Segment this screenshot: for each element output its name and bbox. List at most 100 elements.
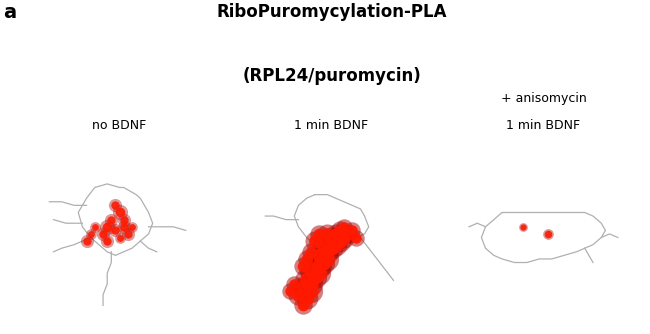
Point	[302, 278, 312, 283]
Point	[114, 235, 125, 240]
Point	[302, 256, 312, 262]
Point	[322, 256, 333, 262]
Point	[123, 231, 133, 236]
Point	[335, 228, 345, 233]
Point	[326, 235, 337, 240]
Point	[114, 210, 125, 215]
Point	[114, 235, 125, 240]
Point	[306, 267, 316, 272]
Point	[293, 292, 304, 297]
Point	[306, 249, 316, 255]
Point	[310, 274, 320, 280]
Point	[293, 292, 304, 297]
Point	[81, 238, 92, 244]
Point	[310, 274, 320, 280]
Point	[351, 235, 361, 240]
Point	[310, 238, 320, 244]
Point	[123, 231, 133, 236]
Point	[302, 256, 312, 262]
Text: no BDNF: no BDNF	[92, 119, 147, 132]
Point	[318, 242, 328, 247]
Point	[322, 231, 333, 236]
Point	[517, 224, 528, 229]
Point	[297, 303, 307, 308]
Point	[322, 249, 333, 255]
Point	[106, 217, 116, 222]
Point	[314, 264, 324, 269]
Point	[542, 231, 552, 236]
Point	[326, 245, 337, 251]
Point	[302, 296, 312, 301]
Point	[306, 281, 316, 287]
Text: 5μm: 5μm	[590, 299, 616, 309]
Point	[285, 289, 295, 294]
Point	[297, 264, 307, 269]
Point	[297, 285, 307, 290]
Point	[314, 264, 324, 269]
Point	[347, 228, 358, 233]
Point	[118, 217, 129, 222]
Point	[102, 224, 112, 229]
Point	[118, 224, 129, 229]
Point	[111, 203, 121, 208]
Point	[114, 210, 125, 215]
Point	[98, 231, 109, 236]
Point	[297, 303, 307, 308]
Point	[517, 224, 528, 229]
Point	[542, 231, 552, 236]
Point	[306, 289, 316, 294]
Text: 1 min BDNF: 1 min BDNF	[506, 119, 580, 132]
Point	[111, 228, 121, 233]
Point	[339, 235, 349, 240]
Point	[81, 238, 92, 244]
Point	[90, 224, 100, 229]
Point	[85, 231, 96, 236]
Point	[326, 245, 337, 251]
Point	[322, 249, 333, 255]
Point	[335, 238, 345, 244]
Point	[289, 281, 300, 287]
Point	[343, 231, 353, 236]
Point	[285, 289, 295, 294]
Point	[343, 231, 353, 236]
Point	[330, 242, 341, 247]
Point	[330, 231, 341, 236]
Point	[314, 231, 324, 236]
Point	[297, 264, 307, 269]
Point	[102, 224, 112, 229]
Point	[302, 278, 312, 283]
Point	[90, 224, 100, 229]
Point	[297, 285, 307, 290]
Point	[106, 217, 116, 222]
Point	[318, 260, 328, 265]
Point	[351, 235, 361, 240]
Text: + anisomycin: + anisomycin	[500, 92, 586, 105]
Point	[314, 271, 324, 276]
Point	[335, 238, 345, 244]
Point	[310, 238, 320, 244]
Point	[306, 289, 316, 294]
Text: RiboPuromycylation-PLA: RiboPuromycylation-PLA	[216, 3, 447, 21]
Point	[118, 217, 129, 222]
Point	[335, 228, 345, 233]
Point	[111, 203, 121, 208]
Point	[289, 281, 300, 287]
Point	[339, 224, 349, 229]
Point	[102, 238, 112, 244]
Point	[306, 267, 316, 272]
Point	[118, 224, 129, 229]
Point	[330, 231, 341, 236]
Point	[127, 224, 137, 229]
Point	[302, 296, 312, 301]
Point	[322, 256, 333, 262]
Text: 1 min BDNF: 1 min BDNF	[294, 119, 369, 132]
Point	[330, 242, 341, 247]
Point	[326, 235, 337, 240]
Point	[102, 238, 112, 244]
Point	[314, 231, 324, 236]
Point	[314, 253, 324, 258]
Point	[127, 224, 137, 229]
Point	[318, 260, 328, 265]
Text: (RPL24/puromycin): (RPL24/puromycin)	[242, 67, 421, 85]
Point	[85, 231, 96, 236]
